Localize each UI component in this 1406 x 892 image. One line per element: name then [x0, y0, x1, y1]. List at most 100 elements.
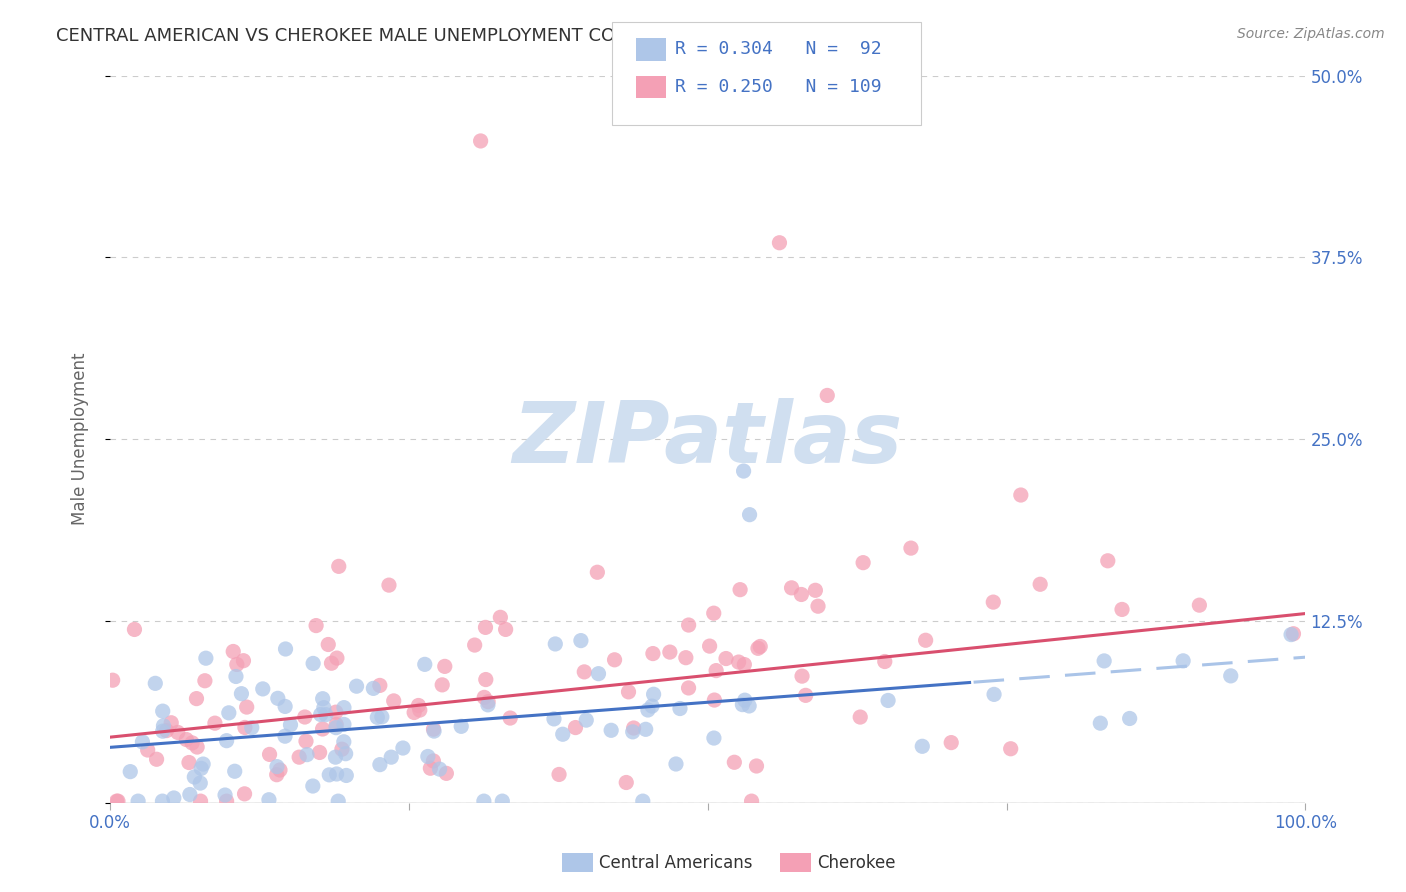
Point — [218, 706, 240, 720]
Text: R = 0.304   N =  92: R = 0.304 N = 92 — [675, 40, 882, 58]
Point — [1029, 577, 1052, 591]
Point — [107, 794, 129, 808]
Point — [495, 623, 517, 637]
Point — [163, 791, 186, 805]
Point — [214, 788, 236, 802]
Point — [678, 618, 700, 632]
Point — [274, 699, 297, 714]
Point — [120, 764, 142, 779]
Point — [790, 587, 813, 601]
Point — [194, 673, 217, 688]
Point — [981, 595, 1004, 609]
Point — [429, 762, 451, 776]
Point — [474, 620, 496, 634]
Point — [382, 694, 405, 708]
Point — [269, 763, 291, 777]
Point — [333, 735, 356, 749]
Point — [804, 583, 827, 598]
Point — [475, 673, 498, 687]
Text: CENTRAL AMERICAN VS CHEROKEE MALE UNEMPLOYMENT CORRELATION CHART: CENTRAL AMERICAN VS CHEROKEE MALE UNEMPL… — [56, 27, 783, 45]
Point — [603, 653, 626, 667]
Point — [316, 638, 339, 652]
Point — [152, 704, 174, 718]
Point — [305, 618, 328, 632]
Point — [215, 794, 238, 808]
Point — [641, 699, 664, 714]
Point — [302, 657, 325, 671]
Point — [491, 794, 513, 808]
Point — [224, 764, 246, 779]
Point — [225, 657, 247, 672]
Point — [734, 693, 756, 707]
Point — [325, 705, 347, 719]
Point — [745, 759, 768, 773]
Point — [422, 754, 444, 768]
Point — [333, 700, 356, 714]
Point — [873, 655, 896, 669]
Point — [747, 641, 769, 656]
Point — [232, 654, 254, 668]
Point — [325, 721, 347, 735]
Point — [422, 722, 444, 736]
Point — [1090, 716, 1112, 731]
Point — [190, 794, 212, 808]
Point — [574, 665, 596, 679]
Point — [191, 757, 214, 772]
Point — [450, 719, 472, 733]
Point — [941, 736, 963, 750]
Point — [731, 698, 754, 712]
Point — [274, 729, 297, 743]
Point — [288, 750, 311, 764]
Point — [815, 388, 838, 402]
Point — [733, 464, 755, 478]
Point — [703, 693, 725, 707]
Point — [634, 723, 657, 737]
Point — [586, 566, 609, 580]
Point — [335, 768, 357, 782]
Point — [152, 794, 174, 808]
Point — [136, 743, 159, 757]
Point — [301, 779, 323, 793]
Point — [678, 681, 700, 695]
Point — [575, 713, 598, 727]
Text: Cherokee: Cherokee — [817, 854, 896, 871]
Point — [312, 700, 335, 714]
Point — [183, 770, 205, 784]
Point — [1111, 602, 1133, 616]
Point — [423, 724, 446, 739]
Point — [564, 721, 586, 735]
Point — [131, 735, 153, 749]
Point — [346, 679, 368, 693]
Point — [1000, 741, 1022, 756]
Point — [852, 556, 875, 570]
Point — [233, 787, 256, 801]
Point — [363, 681, 385, 696]
Point — [267, 691, 290, 706]
Point — [738, 698, 761, 713]
Point — [101, 673, 124, 688]
Point — [325, 767, 347, 781]
Point — [914, 633, 936, 648]
Point — [464, 638, 486, 652]
Point — [733, 657, 755, 672]
Point — [1010, 488, 1032, 502]
Point — [378, 578, 401, 592]
Point — [551, 727, 574, 741]
Point — [434, 766, 457, 780]
Point — [569, 633, 592, 648]
Point — [1097, 554, 1119, 568]
Point — [328, 794, 350, 808]
Point — [179, 788, 201, 802]
Point — [325, 750, 347, 764]
Point — [877, 693, 900, 707]
Point — [499, 711, 522, 725]
Point — [413, 657, 436, 672]
Point — [1282, 626, 1305, 640]
Point — [177, 756, 200, 770]
Point — [380, 750, 402, 764]
Point — [311, 691, 333, 706]
Point — [311, 722, 333, 736]
Point — [204, 716, 226, 731]
Point — [127, 794, 149, 808]
Point — [328, 559, 350, 574]
